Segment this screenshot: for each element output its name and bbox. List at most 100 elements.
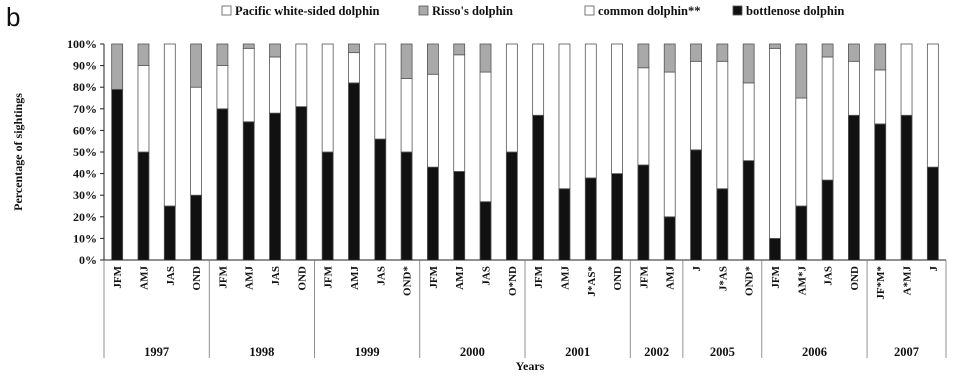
bar-risso-13 xyxy=(453,43,466,56)
bar-bottlenose-27 xyxy=(821,179,834,261)
x-axis-title: Years xyxy=(516,359,545,373)
bar-risso-24 xyxy=(742,43,755,84)
bar-bottlenose-0 xyxy=(111,88,124,261)
legend-swatch-bottlenose xyxy=(732,5,743,16)
bar-bottlenose-7 xyxy=(295,106,308,261)
x-tick-label: OND xyxy=(191,266,203,291)
year-label: 2000 xyxy=(460,345,485,359)
bar-risso-27 xyxy=(821,43,834,58)
y-tick-label: 20% xyxy=(73,210,97,224)
year-label: 2005 xyxy=(710,345,735,359)
y-tick-label: 0% xyxy=(79,253,97,267)
bar-risso-25 xyxy=(769,43,781,49)
bar-bottlenose-28 xyxy=(848,114,860,261)
bar-bottlenose-17 xyxy=(558,188,571,261)
bar-risso-29 xyxy=(874,43,887,71)
bar-risso-4 xyxy=(216,43,229,67)
bar-common-31 xyxy=(926,43,939,168)
bar-bottlenose-11 xyxy=(400,151,413,261)
bar-common-14 xyxy=(479,71,492,203)
bar-bottlenose-2 xyxy=(163,205,176,261)
bar-common-15 xyxy=(505,43,518,153)
legend-label-common: common dolphin** xyxy=(598,4,700,18)
bar-bottlenose-24 xyxy=(742,160,755,261)
x-tick-label: JAS xyxy=(823,266,835,286)
x-tick-label: J*AS* xyxy=(586,266,598,297)
bar-common-30 xyxy=(900,43,913,116)
bar-bottlenose-3 xyxy=(190,194,202,261)
bar-bottlenose-23 xyxy=(716,188,729,261)
bar-common-19 xyxy=(611,43,623,175)
legend-swatch-pacific xyxy=(221,5,232,16)
bar-bottlenose-14 xyxy=(479,201,492,261)
bar-risso-21 xyxy=(663,43,676,73)
bar-bottlenose-16 xyxy=(532,114,545,261)
x-tick-label: J*AS xyxy=(717,266,729,291)
bar-risso-26 xyxy=(795,43,808,99)
year-label: 2002 xyxy=(644,345,669,359)
panel-letter: b xyxy=(6,2,21,32)
bar-bottlenose-25 xyxy=(769,237,781,261)
x-tick-label: OND* xyxy=(744,266,756,296)
bar-common-23 xyxy=(716,60,729,190)
bar-common-3 xyxy=(190,86,202,196)
x-tick-label: JFM xyxy=(638,265,650,288)
bar-risso-9 xyxy=(348,43,360,54)
bar-risso-3 xyxy=(190,43,202,88)
bar-risso-23 xyxy=(716,43,729,62)
x-tick-label: OND* xyxy=(402,266,414,296)
year-label: 2006 xyxy=(802,345,827,359)
bar-bottlenose-26 xyxy=(795,205,808,261)
x-tick-label: AM*J xyxy=(796,266,808,296)
bar-common-8 xyxy=(321,43,334,153)
bar-common-21 xyxy=(663,71,676,218)
y-tick-label: 90% xyxy=(73,59,97,73)
x-tick-label: JFM xyxy=(428,265,440,288)
x-tick-label: AMJ xyxy=(559,266,571,290)
bar-common-17 xyxy=(558,43,571,190)
year-label: 2007 xyxy=(894,345,919,359)
y-axis: 0% 10% 20% 30% 40% 50% 60% 70% 80% 90% 100% xyxy=(67,37,105,267)
bar-bottlenose-13 xyxy=(453,171,466,261)
bar-bottlenose-12 xyxy=(427,166,439,261)
bar-common-22 xyxy=(690,60,702,151)
y-tick-label: 50% xyxy=(73,145,97,159)
bar-common-16 xyxy=(532,43,545,116)
x-tick-label: O*ND xyxy=(507,266,519,296)
bar-common-20 xyxy=(637,67,650,166)
x-tick-label: JFM xyxy=(533,265,545,288)
bar-risso-11 xyxy=(400,43,413,79)
bar-bottlenose-5 xyxy=(242,121,255,261)
x-tick-label: J xyxy=(928,266,940,272)
bar-bottlenose-10 xyxy=(374,138,387,261)
bar-common-18 xyxy=(584,43,597,179)
bar-common-10 xyxy=(374,43,387,140)
x-tick-label: AMJ xyxy=(665,266,677,290)
bar-risso-1 xyxy=(137,43,150,67)
x-tick-label: OND xyxy=(612,266,624,291)
bar-common-7 xyxy=(295,43,308,108)
bar-common-24 xyxy=(742,82,755,162)
bar-bottlenose-4 xyxy=(216,108,229,261)
year-label: 2001 xyxy=(565,345,590,359)
bar-common-29 xyxy=(874,69,887,125)
bar-common-13 xyxy=(453,54,466,172)
bar-bottlenose-19 xyxy=(611,173,623,261)
bar-bottlenose-15 xyxy=(505,151,518,261)
bar-risso-6 xyxy=(269,43,281,58)
y-tick-label: 30% xyxy=(73,188,97,202)
legend-label-pacific: Pacific white-sided dolphin xyxy=(235,4,380,18)
bar-common-26 xyxy=(795,97,808,207)
bar-bottlenose-1 xyxy=(137,151,150,261)
y-tick-label: 80% xyxy=(73,80,97,94)
bar-common-6 xyxy=(269,56,281,114)
x-tick-label: JFM xyxy=(770,265,782,288)
x-tick-label: J xyxy=(691,266,703,272)
x-tick-label: JF*M* xyxy=(875,266,887,300)
bar-common-4 xyxy=(216,65,229,110)
year-label: 1997 xyxy=(144,345,169,359)
bar-bottlenose-6 xyxy=(269,112,281,261)
bar-risso-5 xyxy=(242,43,255,49)
x-tick-label: JFM xyxy=(112,265,124,288)
